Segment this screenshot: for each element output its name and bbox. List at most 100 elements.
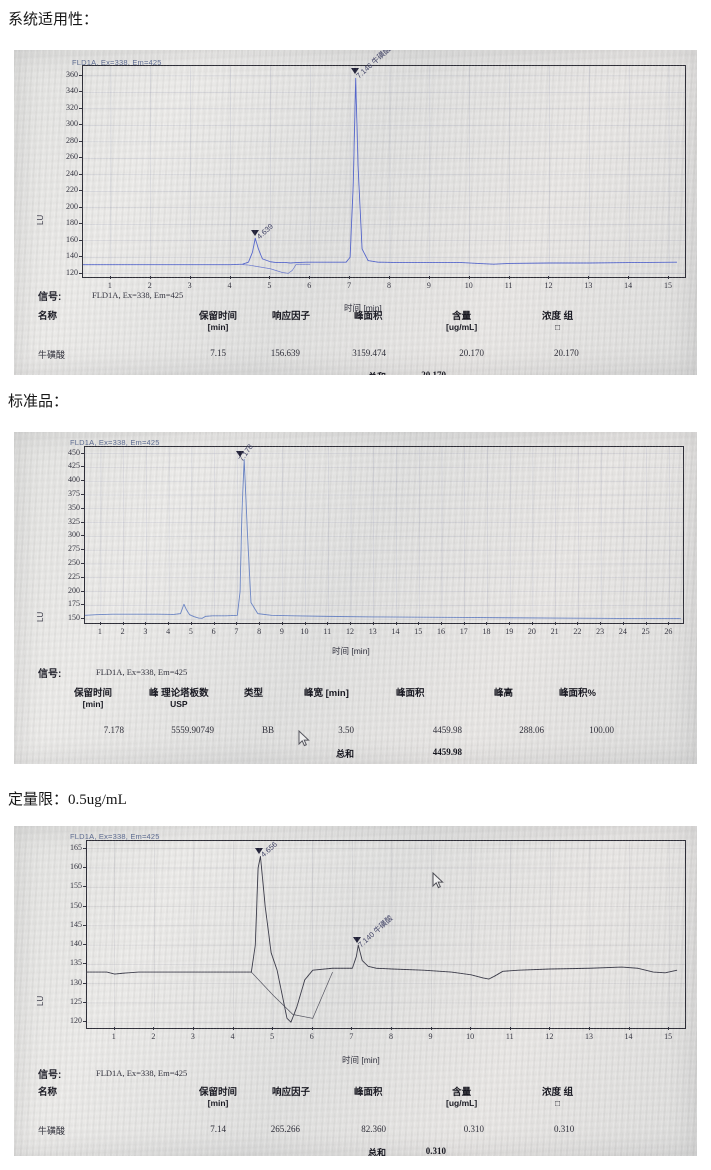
chart-2-y-tick: 200 (68, 585, 80, 595)
chart-2-x-tick: 12 (346, 627, 355, 636)
chart-1-y-tickmark (79, 157, 82, 159)
chart-3-x-tickmark (470, 1027, 472, 1030)
chart-2-x-tickmark (440, 622, 442, 625)
chart-1-y-tick: 360 (66, 69, 78, 79)
chart-1-x-tickmark (388, 276, 390, 279)
chart-1-y-tickmark (79, 107, 82, 109)
chart-1-y-tick: 120 (66, 267, 78, 277)
chart-2-y-tick: 450 (68, 447, 80, 457)
chart-2-x-tickmark (645, 622, 647, 625)
table-3-header-cell: 响应因子 (272, 1087, 311, 1098)
chart-1-x-tick: 8 (386, 281, 391, 290)
chart-1-y-tickmark (79, 256, 82, 258)
table-2-total-value: 4459.98 (432, 747, 462, 757)
chart-1-x-tick: 11 (504, 281, 513, 290)
chart-1-y-tickmark (79, 173, 82, 175)
chart-2-x-tick: 17 (459, 627, 468, 636)
chart-2-x-tickmark (486, 622, 488, 625)
table-2-cell: 100.00 (589, 725, 614, 735)
chart-1-x-tickmark (668, 276, 670, 279)
chart-2-x-tick: 26 (664, 627, 673, 636)
chart-3-x-tick: 3 (190, 1032, 195, 1041)
chart-1-y-tickmark (79, 239, 82, 241)
chart-2-x-tick: 9 (279, 627, 284, 636)
chart-1-y-tick: 320 (66, 102, 78, 112)
chart-2-x-tick: 20 (527, 627, 536, 636)
chart-3-x-tick: 7 (349, 1032, 354, 1041)
chart-3-x-tickmark (668, 1027, 670, 1030)
chart-2-y-tick: 375 (68, 489, 80, 498)
chart-3-y-tick: 150 (70, 900, 82, 910)
chart-2-y-tick: 275 (68, 544, 80, 554)
table-3-cell: 0.310 (554, 1124, 575, 1134)
chart-2-x-tickmark (509, 622, 511, 625)
table-2-header-cell: 峰面积% (559, 688, 596, 699)
table-3-header-cell: 名称 (38, 1087, 58, 1098)
chart-2-y-tick: 350 (68, 502, 80, 512)
chart-3-x-tickmark (390, 1027, 392, 1030)
chart-3-x-tick: 13 (584, 1032, 593, 1041)
chart-2-x-tickmark (577, 622, 579, 625)
chart-2-y-tickmark (81, 494, 84, 495)
table-1-total-value: 20.170 (421, 370, 446, 375)
chart-3-x-tickmark (113, 1027, 115, 1030)
chart-3-y-tick: 165 (70, 842, 82, 852)
chart-2-x-tickmark (463, 622, 465, 625)
table-3-header-cell: 浓度 组 □ (542, 1087, 574, 1108)
chart-2-y-tick: 300 (68, 530, 80, 540)
table-2-cell: 288.06 (519, 725, 544, 735)
chart-3-x-axis-label: 时间 [min] (342, 1055, 380, 1065)
chart-2-x-tickmark (304, 622, 306, 625)
chart-1-y-tick: 140 (66, 251, 78, 261)
table-2-cell: BB (262, 725, 275, 735)
chart-2-y-tickmark (81, 604, 84, 606)
chart-1-x-tick: 14 (624, 281, 633, 290)
table-2-header-cell: 类型 (244, 688, 264, 699)
chart-2-y-tick: 425 (68, 461, 80, 471)
chart-2-x-tick: 7 (234, 627, 239, 636)
chart-3-y-tick: 145 (70, 919, 82, 929)
chart-1-y-tick: 220 (66, 185, 78, 195)
chart-1-x-tick: 5 (267, 281, 272, 290)
chart-2-x-tick: 21 (550, 627, 559, 636)
chart-3-y-tickmark (83, 905, 86, 907)
chart-3-x-tick: 2 (151, 1032, 156, 1041)
chart-1-x-tickmark (229, 276, 231, 279)
chart-2-x-tick: 13 (368, 627, 377, 636)
chart-1-y-tick: 280 (66, 135, 78, 145)
chart-3-x-tickmark (311, 1027, 313, 1030)
table-1-header-cell: 含量 [ug/mL] (446, 311, 478, 332)
chart-2-y-tick: 150 (68, 613, 80, 623)
chart-1-x-tickmark (109, 276, 111, 279)
signal-label-2: 信号: (38, 669, 62, 680)
chart-1-y-tickmark (79, 124, 82, 126)
chart-2-x-tickmark (668, 622, 670, 625)
chart-2-x-tickmark (145, 622, 147, 625)
chart-3-y-axis-label: LU (36, 995, 45, 1006)
chart-3-y-tick: 135 (70, 958, 82, 968)
chart-1-x-tick: 15 (664, 281, 673, 290)
chart-3-header: FLD1A, Ex=338, Em=425 (70, 832, 160, 841)
chart-1-y-tickmark (79, 190, 82, 192)
chart-3-y-tick: 140 (70, 939, 82, 949)
chart-1-x-tickmark (548, 276, 550, 279)
chart-1-x-tickmark (309, 276, 311, 279)
chart-3-y-tickmark (83, 1021, 86, 1023)
chart-1-x-tickmark (468, 276, 470, 279)
table-1-cell: 牛磺酸 (38, 350, 66, 360)
chart-3-x-tick: 4 (230, 1032, 235, 1041)
chart-2-header: FLD1A, Ex=338, Em=425 (70, 438, 160, 447)
chart-1-x-tickmark (149, 276, 151, 279)
chart-2-x-tickmark (168, 622, 170, 625)
chart-2-x-tickmark (236, 622, 238, 625)
chart-3-x-tick: 15 (664, 1032, 673, 1041)
chart-2-y-axis-label: LU (36, 611, 45, 622)
chart-3-peak-marker (254, 848, 263, 855)
table-2-header-cell: 峰面积 (396, 688, 425, 699)
chart-1-peak-marker (350, 67, 359, 74)
chart-1-x-axis-label: 时间 [min] (344, 303, 382, 313)
section-caption-standard: 标准品： (8, 394, 69, 410)
chart-1-x-tick: 4 (227, 281, 232, 290)
chart-1-y-tickmark (79, 272, 82, 274)
chart-3-x-tick: 1 (111, 1032, 116, 1041)
